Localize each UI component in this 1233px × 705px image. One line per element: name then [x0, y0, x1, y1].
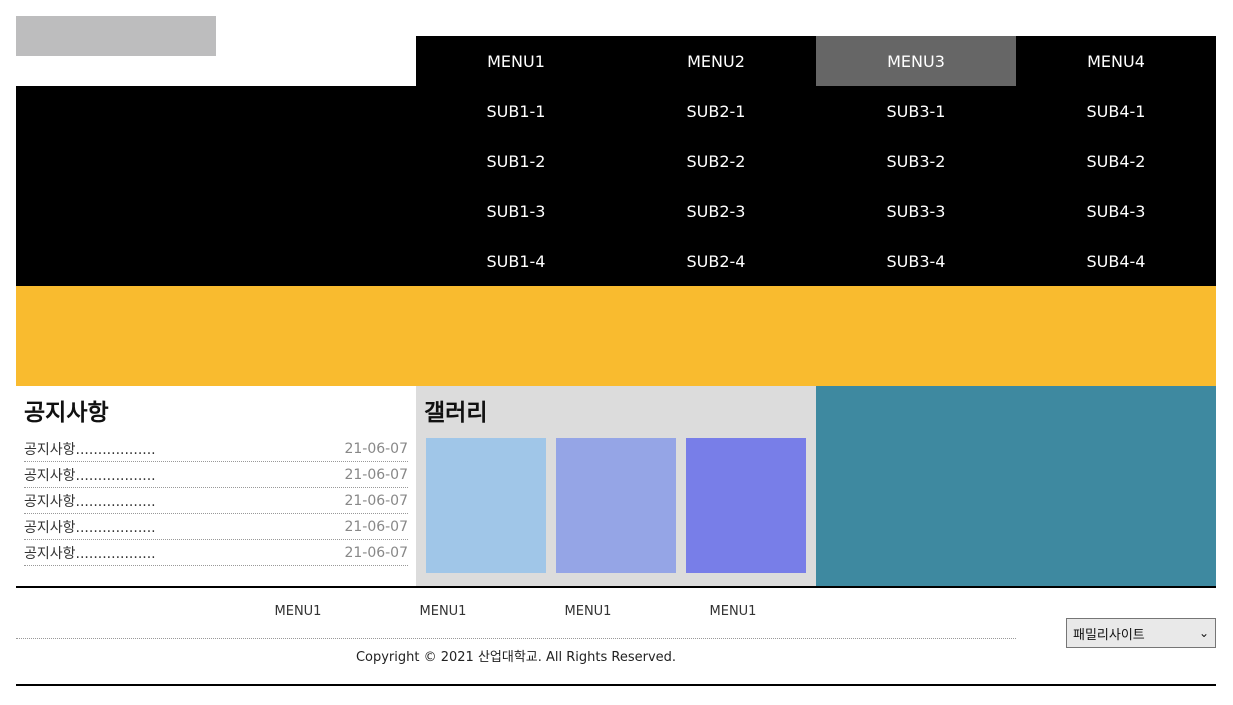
- footer-divider-dotted: [16, 638, 1016, 639]
- gallery-thumbnail-3[interactable]: [686, 438, 806, 573]
- submenu-column-2: SUB2-1 SUB2-2 SUB2-3 SUB2-4: [616, 86, 816, 286]
- submenu-column-4: SUB4-1 SUB4-2 SUB4-3 SUB4-4: [1016, 86, 1216, 286]
- notice-item-date: 21-06-07: [344, 518, 408, 535]
- copyright: Copyright © 2021 산업대학교. All Rights Reser…: [355, 650, 677, 665]
- notice-item[interactable]: 공지사항.................. 21-06-07: [24, 462, 408, 488]
- footer-link[interactable]: MENU1: [564, 604, 612, 619]
- notice-item[interactable]: 공지사항.................. 21-06-07: [24, 436, 408, 462]
- notice-item-date: 21-06-07: [344, 544, 408, 561]
- notice-item-title[interactable]: 공지사항..................: [24, 467, 156, 484]
- submenu-item[interactable]: SUB4-4: [1086, 251, 1146, 271]
- gallery-thumbnail-1[interactable]: [426, 438, 546, 573]
- submenu-item[interactable]: SUB4-3: [1086, 201, 1146, 221]
- nav-item-menu2[interactable]: MENU2: [687, 51, 745, 71]
- chevron-down-icon: ⌄: [1198, 626, 1209, 640]
- submenu-item[interactable]: SUB3-4: [886, 251, 946, 271]
- footer-divider-bottom: [16, 684, 1216, 686]
- gallery-thumbnails: [426, 438, 806, 573]
- submenu-item[interactable]: SUB3-1: [886, 101, 946, 121]
- notice-item-date: 21-06-07: [344, 440, 408, 457]
- main-banner: [16, 286, 1216, 386]
- gallery-thumbnail-2[interactable]: [556, 438, 676, 573]
- submenu-column-1: SUB1-1 SUB1-2 SUB1-3 SUB1-4: [416, 86, 616, 286]
- family-site-label: 패밀리사이트: [1073, 627, 1145, 643]
- notice-item-date: 21-06-07: [344, 466, 408, 483]
- submenu-item[interactable]: SUB3-3: [886, 201, 946, 221]
- family-site-select[interactable]: 패밀리사이트 ⌄: [1066, 618, 1216, 648]
- submenu-item[interactable]: SUB1-1: [486, 101, 546, 121]
- footer-divider-top: [16, 586, 1216, 588]
- logo[interactable]: [16, 16, 216, 56]
- nav-item-menu4[interactable]: MENU4: [1087, 51, 1145, 71]
- submenu-item[interactable]: SUB4-2: [1086, 151, 1146, 171]
- footer-link[interactable]: MENU1: [274, 604, 322, 619]
- footer-menu: MENU1 MENU1 MENU1 MENU1: [16, 598, 1016, 628]
- notice-item[interactable]: 공지사항.................. 21-06-07: [24, 488, 408, 514]
- notice-item-title[interactable]: 공지사항..................: [24, 519, 156, 536]
- footer-link[interactable]: MENU1: [419, 604, 467, 619]
- submenu-item[interactable]: SUB1-4: [486, 251, 546, 271]
- submenu-item[interactable]: SUB2-1: [686, 101, 746, 121]
- notice-item[interactable]: 공지사항.................. 21-06-07: [24, 540, 408, 566]
- submenu-item[interactable]: SUB2-3: [686, 201, 746, 221]
- nav-item-menu1[interactable]: MENU1: [487, 51, 545, 71]
- submenu-item[interactable]: SUB2-2: [686, 151, 746, 171]
- notice-item-title[interactable]: 공지사항..................: [24, 493, 156, 510]
- notice-section: 공지사항 공지사항.................. 21-06-07 공지사…: [16, 386, 416, 586]
- notice-item-date: 21-06-07: [344, 492, 408, 509]
- notice-item-title[interactable]: 공지사항..................: [24, 545, 156, 562]
- submenu-item[interactable]: SUB3-2: [886, 151, 946, 171]
- nav-item-menu3[interactable]: MENU3: [816, 36, 1016, 86]
- notice-item-title[interactable]: 공지사항..................: [24, 441, 156, 458]
- side-banner: [816, 386, 1216, 586]
- gallery-section: 갤러리: [416, 386, 816, 586]
- submenu-item[interactable]: SUB1-2: [486, 151, 546, 171]
- notice-title: 공지사항: [24, 400, 109, 426]
- submenu-item[interactable]: SUB2-4: [686, 251, 746, 271]
- notice-list: 공지사항.................. 21-06-07 공지사항....…: [24, 436, 408, 566]
- submenu-dropdown: SUB1-1 SUB1-2 SUB1-3 SUB1-4 SUB2-1 SUB2-…: [16, 86, 1216, 286]
- submenu-item[interactable]: SUB1-3: [486, 201, 546, 221]
- notice-item[interactable]: 공지사항.................. 21-06-07: [24, 514, 408, 540]
- footer-link[interactable]: MENU1: [709, 604, 757, 619]
- submenu-item[interactable]: SUB4-1: [1086, 101, 1146, 121]
- submenu-column-3: SUB3-1 SUB3-2 SUB3-3 SUB3-4: [816, 86, 1016, 286]
- main-nav: MENU1 MENU2 MENU3 MENU4: [416, 36, 1216, 86]
- gallery-title: 갤러리: [424, 400, 488, 426]
